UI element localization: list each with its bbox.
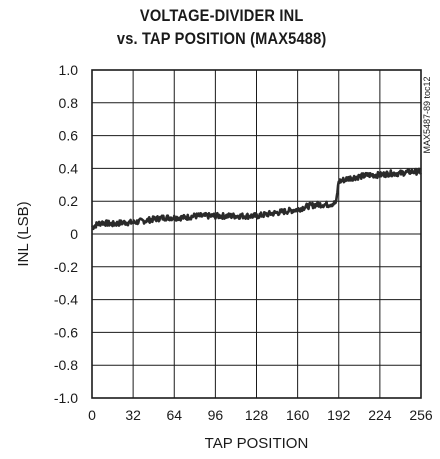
y-tick-label: 0.2 — [59, 193, 79, 209]
plot-frame — [91, 69, 422, 399]
x-tick-label: 32 — [125, 407, 141, 423]
x-tick-labels: 0 32 64 96 128 160 192 224 256 — [88, 407, 433, 423]
inl-series-line — [90, 167, 423, 231]
x-tick-label: 224 — [368, 407, 392, 423]
x-tick-label: 160 — [286, 407, 310, 423]
y-tick-label: -0.2 — [54, 259, 78, 275]
chart-title-line-2: vs. TAP POSITION (MAX5488) — [116, 29, 327, 48]
y-tick-label: 1.0 — [59, 62, 79, 78]
x-tick-label: 128 — [245, 407, 269, 423]
x-tick-label: 256 — [409, 407, 433, 423]
chart-title-line-1: VOLTAGE-DIVIDER INL — [139, 6, 304, 25]
y-axis-label: INL (LSB) — [15, 201, 32, 266]
x-tick-label: 96 — [208, 407, 224, 423]
y-tick-label: 0.4 — [59, 160, 79, 176]
grid-lines — [91, 69, 422, 399]
x-tick-label: 192 — [327, 407, 351, 423]
y-tick-labels: 1.0 0.8 0.6 0.4 0.2 0 -0.2 -0.4 -0.6 -0.8 -1.0 — [54, 62, 78, 406]
y-tick-label: 0 — [70, 226, 78, 242]
y-tick-label: 0.6 — [59, 128, 79, 144]
x-tick-label: 64 — [166, 407, 182, 423]
y-tick-label: -0.6 — [54, 324, 78, 340]
y-tick-label: -0.8 — [54, 357, 78, 373]
y-tick-label: 0.8 — [59, 95, 79, 111]
figure-code-note: MAX5487-89 toc12 — [422, 76, 432, 153]
x-axis-label: TAP POSITION — [205, 435, 309, 452]
x-tick-label: 0 — [88, 407, 96, 423]
y-tick-label: -1.0 — [54, 390, 78, 406]
y-tick-label: -0.4 — [54, 292, 78, 308]
